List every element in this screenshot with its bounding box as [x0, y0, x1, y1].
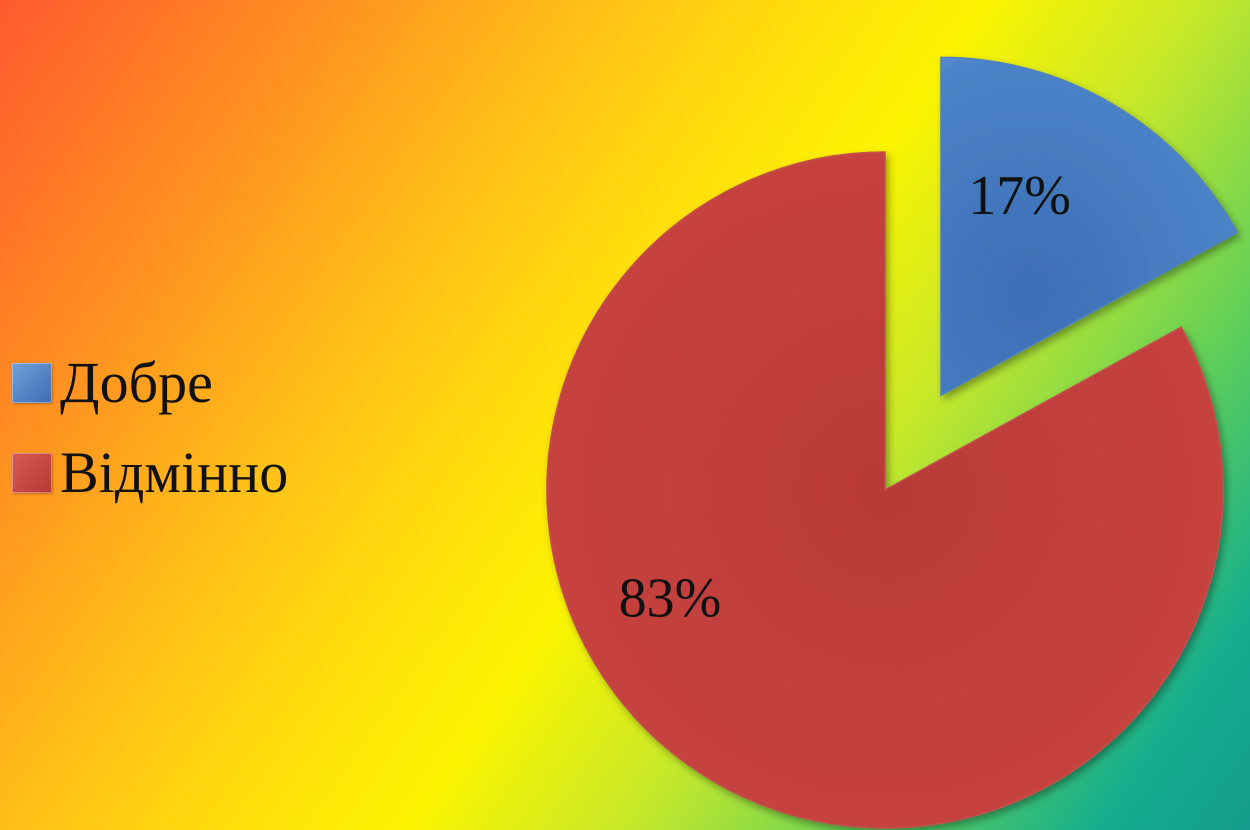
- pie-data-label: 17%: [968, 165, 1071, 227]
- legend-label: Відмінно: [60, 440, 289, 505]
- chart-legend: Добре Відмінно: [12, 338, 412, 518]
- pie-data-label: 83%: [619, 568, 722, 630]
- pie-slice-vidminno: [546, 151, 1224, 829]
- legend-swatch-blue: [12, 363, 52, 403]
- legend-item-vidminno: Відмінно: [12, 428, 412, 518]
- legend-swatch-red: [12, 453, 52, 493]
- pie-data-labels: 17% 83%: [619, 165, 1071, 630]
- pie-slices: [546, 56, 1239, 829]
- legend-label: Добре: [60, 350, 213, 415]
- pie-slice-dobre: [940, 56, 1239, 397]
- legend-item-dobre: Добре: [12, 338, 412, 428]
